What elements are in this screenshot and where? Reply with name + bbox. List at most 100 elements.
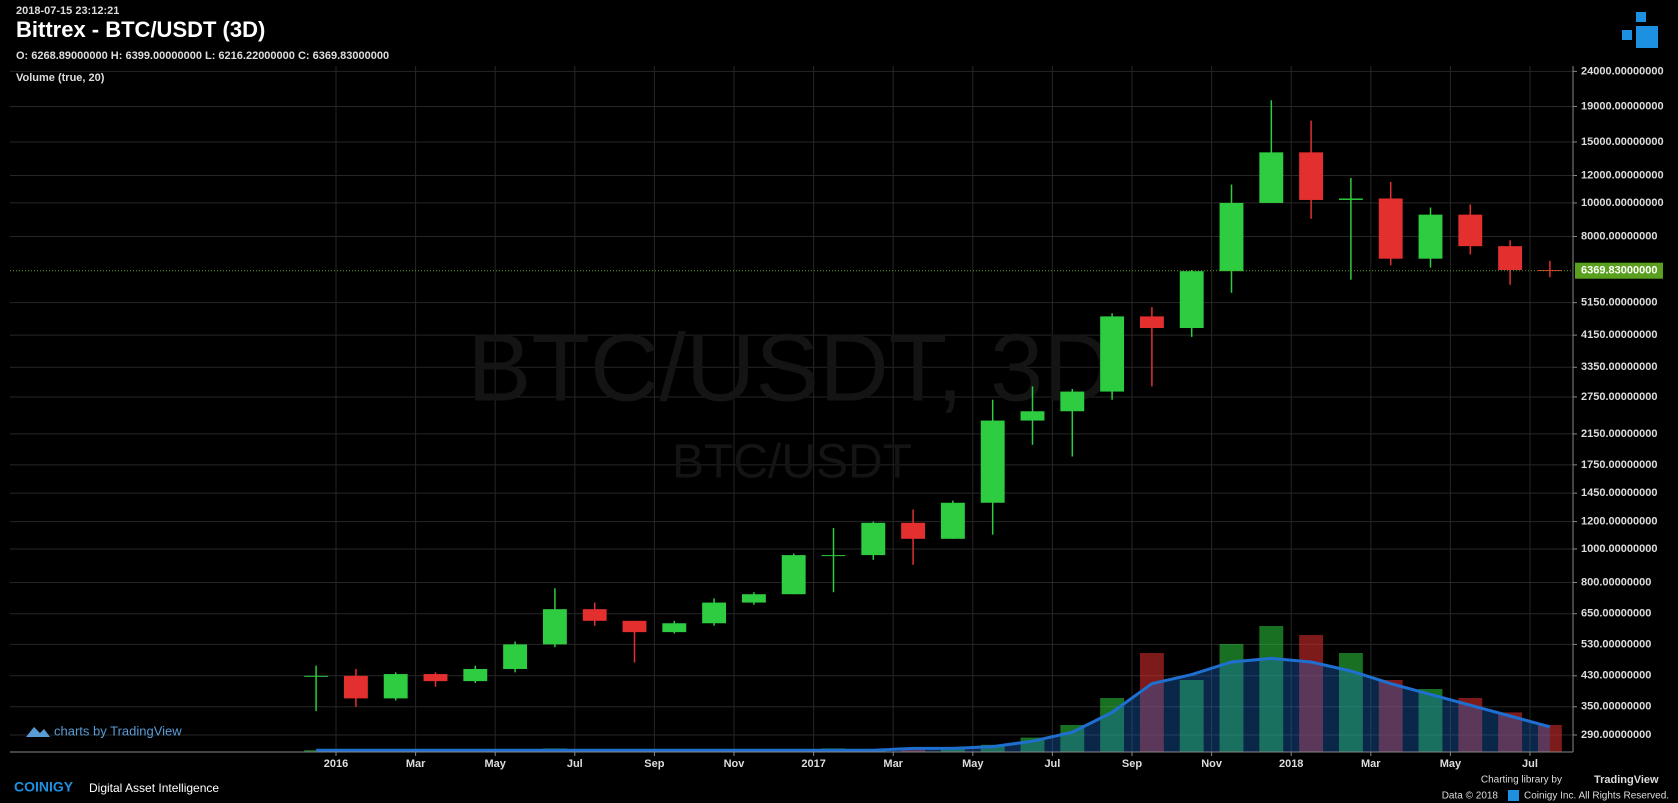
x-tick-label: Nov <box>724 758 746 770</box>
candle-body <box>1060 391 1085 412</box>
candle-body <box>542 609 567 645</box>
tv-name: TradingView <box>1594 774 1659 786</box>
x-tick-label: 2018 <box>1279 758 1303 770</box>
candle-body <box>1139 316 1164 329</box>
candle-body <box>1259 152 1284 203</box>
candle-body <box>1299 152 1324 200</box>
candle-body <box>662 623 687 633</box>
x-tick-label: 2017 <box>801 758 825 770</box>
y-tick-label: 8000.00000000 <box>1581 230 1657 242</box>
y-tick-label: 1750.00000000 <box>1581 459 1657 471</box>
y-tick-label: 2750.00000000 <box>1581 391 1657 403</box>
candle-body <box>582 609 607 621</box>
candle-body <box>304 675 329 677</box>
y-tick-label: 430.00000000 <box>1581 670 1651 682</box>
candle-body <box>980 420 1005 503</box>
x-tick-label: Jul <box>1522 758 1538 770</box>
candle-body <box>821 555 846 557</box>
candle-body <box>1378 198 1403 259</box>
candle-body <box>1338 198 1363 200</box>
x-tick-label: 2016 <box>324 758 348 770</box>
candle-body <box>343 675 368 699</box>
x-tick-label: Jul <box>567 758 583 770</box>
y-tick-label: 4150.00000000 <box>1581 329 1657 341</box>
candle-body <box>1498 246 1523 270</box>
x-tick-label: Mar <box>1361 758 1381 770</box>
x-tick-label: May <box>1440 758 1462 770</box>
brand: COINIGY <box>14 779 74 795</box>
y-tick-label: 1450.00000000 <box>1581 487 1657 499</box>
volume-bar <box>1378 680 1403 752</box>
volume-ma-area <box>316 658 1550 752</box>
y-tick-label: 530.00000000 <box>1581 638 1651 650</box>
volume-bar <box>1338 653 1363 752</box>
last-price-box <box>1575 262 1663 279</box>
volume-bar <box>901 748 926 752</box>
ohlc: O: 6268.89000000 H: 6399.00000000 L: 621… <box>16 50 389 62</box>
y-tick-label: 19000.00000000 <box>1581 100 1664 112</box>
logo-square <box>1622 30 1632 40</box>
x-tick-label: Sep <box>644 758 664 770</box>
y-tick-label: 350.00000000 <box>1581 701 1651 713</box>
data-credit: Data © 2018 <box>1442 791 1499 802</box>
y-tick-label: 24000.00000000 <box>1581 65 1664 77</box>
x-tick-label: May <box>484 758 506 770</box>
volume-bar <box>1179 680 1204 752</box>
tv-icon <box>26 727 50 737</box>
volume-bar <box>1219 644 1244 752</box>
y-tick-label: 650.00000000 <box>1581 608 1651 620</box>
candle-body <box>503 644 528 669</box>
y-tick-label: 12000.00000000 <box>1581 169 1664 181</box>
volume-ma-line <box>316 656 1551 752</box>
volume-bar <box>1458 698 1483 752</box>
logo-square <box>1636 12 1646 22</box>
candle-body <box>1219 202 1244 272</box>
candle-body <box>383 674 408 699</box>
candle-body <box>1418 214 1443 259</box>
y-tick-label: 1000.00000000 <box>1581 543 1657 555</box>
x-tick-label: Nov <box>1201 758 1223 770</box>
last-price-label: 6369.83000000 <box>1581 265 1657 277</box>
volume-bar <box>1418 689 1443 752</box>
candle-body <box>622 620 647 633</box>
volume <box>304 626 1562 752</box>
volume-bar <box>940 748 965 752</box>
volume-bar <box>1139 653 1164 752</box>
candle-body <box>1100 316 1125 392</box>
y-tick-label: 2150.00000000 <box>1581 428 1657 440</box>
candle-body <box>940 502 965 539</box>
y-tick-label: 3350.00000000 <box>1581 361 1657 373</box>
watermark: BTC/USDT, 3D <box>467 314 1112 421</box>
candle-body <box>861 522 886 556</box>
watermark-sub: BTC/USDT <box>672 436 912 489</box>
tv-badge-text[interactable]: charts by TradingView <box>54 723 182 738</box>
candle-body <box>1179 271 1204 329</box>
rights: Coinigy Inc. All Rights Reserved. <box>1524 791 1669 802</box>
timestamp: 2018-07-15 23:12:21 <box>16 5 119 17</box>
tagline: Digital Asset Intelligence <box>89 781 219 795</box>
x-tick-label: Jul <box>1044 758 1060 770</box>
charting-by: Charting library by <box>1481 775 1562 786</box>
tv-badge[interactable]: charts by TradingView <box>26 723 182 738</box>
volume-bar <box>1498 712 1523 752</box>
coinigy-logo <box>1622 12 1658 48</box>
volume-bar <box>980 744 1005 752</box>
candle-body <box>1020 411 1045 421</box>
x-tick-label: Mar <box>406 758 426 770</box>
volume-bar <box>1060 725 1085 752</box>
logo-square <box>1636 26 1658 48</box>
y-tick-label: 15000.00000000 <box>1581 136 1664 148</box>
candle-body <box>741 594 766 603</box>
x-tick-label: May <box>962 758 984 770</box>
candle-body <box>702 602 727 624</box>
x-tick-label: Mar <box>883 758 903 770</box>
chart-title: Bittrex - BTC/USDT (3D) <box>16 17 265 42</box>
study-label: Volume (true, 20) <box>16 72 105 84</box>
candles <box>304 100 1562 712</box>
x-tick-label: Sep <box>1122 758 1142 770</box>
y-tick-label: 1200.00000000 <box>1581 515 1657 527</box>
candle-body <box>901 522 926 539</box>
